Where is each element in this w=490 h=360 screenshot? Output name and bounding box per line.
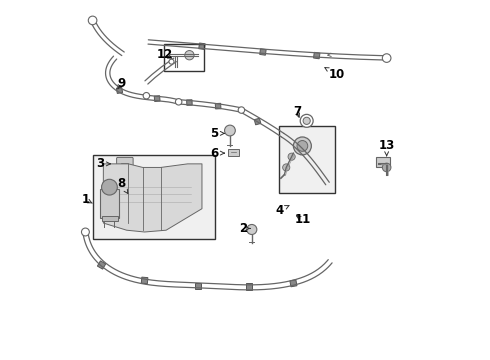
Circle shape <box>101 179 117 195</box>
Text: 12: 12 <box>156 48 172 61</box>
Circle shape <box>247 225 257 234</box>
Text: 11: 11 <box>294 213 311 226</box>
Text: 1: 1 <box>81 193 92 206</box>
Bar <box>376 157 390 167</box>
Bar <box>279 126 335 193</box>
Circle shape <box>382 163 391 172</box>
Text: 4: 4 <box>275 204 289 217</box>
Circle shape <box>303 117 310 125</box>
Circle shape <box>224 125 235 136</box>
Text: 3: 3 <box>96 157 110 170</box>
Circle shape <box>169 59 174 64</box>
Bar <box>154 96 160 102</box>
FancyBboxPatch shape <box>117 157 133 168</box>
Text: 10: 10 <box>325 68 344 81</box>
Circle shape <box>185 50 194 60</box>
Bar <box>199 43 205 49</box>
Bar <box>260 49 266 55</box>
FancyBboxPatch shape <box>228 149 239 156</box>
Bar <box>100 189 120 218</box>
Text: 13: 13 <box>379 139 395 156</box>
Bar <box>98 261 106 269</box>
Text: 8: 8 <box>117 177 128 193</box>
Bar <box>297 145 304 153</box>
Circle shape <box>175 99 182 105</box>
Circle shape <box>283 164 290 171</box>
Text: 6: 6 <box>210 147 224 159</box>
Bar <box>314 52 320 59</box>
Circle shape <box>143 93 149 99</box>
Circle shape <box>297 140 308 151</box>
Circle shape <box>81 228 89 236</box>
Bar <box>254 118 261 125</box>
Bar <box>245 283 252 289</box>
Circle shape <box>88 16 97 25</box>
Circle shape <box>300 114 313 127</box>
Polygon shape <box>103 164 202 232</box>
Bar <box>290 280 297 287</box>
Circle shape <box>238 107 245 113</box>
Bar <box>164 44 204 71</box>
Text: 2: 2 <box>239 222 250 235</box>
Circle shape <box>288 153 295 160</box>
Text: 9: 9 <box>117 77 125 90</box>
Text: 5: 5 <box>210 127 224 140</box>
Bar <box>215 103 221 109</box>
Bar <box>196 283 201 289</box>
Bar <box>93 155 215 239</box>
Bar <box>116 87 122 94</box>
Circle shape <box>382 54 391 62</box>
Bar <box>101 216 118 221</box>
Circle shape <box>294 137 311 155</box>
Bar <box>141 277 148 284</box>
Text: 7: 7 <box>293 105 301 118</box>
Bar <box>187 100 192 105</box>
